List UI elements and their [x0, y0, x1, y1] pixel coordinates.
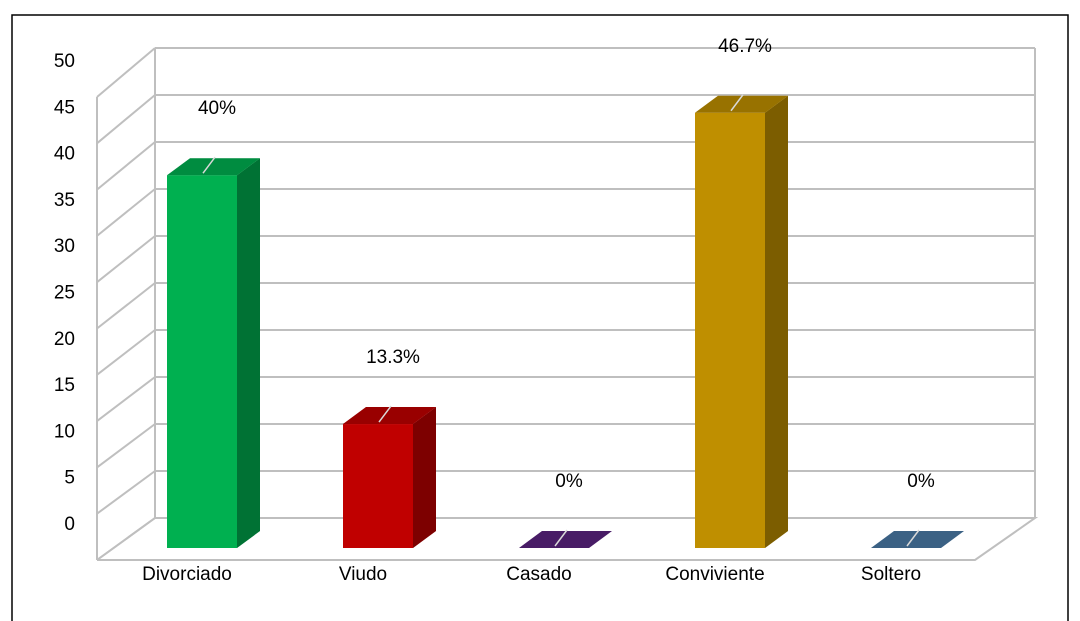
grid-line [96, 94, 156, 145]
grid-line [96, 517, 156, 561]
value-label: 0% [907, 471, 935, 492]
value-label: 0% [555, 471, 583, 492]
grid-line [96, 376, 156, 422]
x-tick-label: Casado [506, 564, 572, 585]
y-tick-label: 0 [64, 514, 75, 535]
y-tick-label: 5 [64, 468, 75, 489]
x-tick-label: Soltero [861, 564, 921, 585]
grid-line [96, 141, 156, 191]
bar-top-shade [343, 407, 436, 425]
bar-top [167, 158, 260, 176]
bar-top [343, 407, 436, 425]
bar-top-shade [871, 531, 964, 548]
y-tick-label: 10 [54, 421, 75, 442]
grid-line [96, 329, 156, 376]
y-tick-label: 45 [54, 97, 75, 118]
bar-side [413, 407, 436, 548]
leader-line [202, 156, 216, 174]
bar-top-shade [167, 158, 260, 176]
bar-side-shade [413, 407, 436, 548]
bar-top [519, 531, 612, 548]
y-tick-label: 15 [54, 375, 75, 396]
value-label: 46.7% [718, 36, 772, 57]
bar-side-shade [237, 158, 260, 548]
value-label: 40% [198, 98, 236, 119]
y-tick-label: 35 [54, 190, 75, 211]
bar-top [871, 531, 964, 548]
x-tick-label: Viudo [339, 564, 387, 585]
bar [167, 175, 237, 548]
bar [343, 424, 413, 548]
bar-side [765, 95, 788, 549]
bar-top-shade [519, 531, 612, 548]
y-tick-label: 25 [54, 283, 75, 304]
x-tick-label: Divorciado [142, 564, 232, 585]
grid-line [96, 282, 156, 330]
grid-line [96, 47, 156, 98]
bar-top [695, 95, 788, 113]
grid-line [96, 423, 156, 469]
bar-top-shade [695, 95, 788, 113]
y-tick-label: 40 [54, 144, 75, 165]
grid-line [96, 188, 156, 237]
bar-side-shade [765, 95, 788, 549]
y-tick-label: 20 [54, 329, 75, 350]
leader-line [906, 529, 920, 547]
leader-line [730, 94, 744, 112]
leader-line [378, 405, 392, 423]
y-tick-label: 30 [54, 236, 75, 257]
x-tick-label: Conviviente [665, 564, 764, 585]
leader-line [554, 529, 568, 547]
y-tick-label: 50 [54, 51, 75, 72]
bar-side [237, 158, 260, 548]
grid-line [96, 235, 156, 283]
value-label: 13.3% [366, 347, 420, 368]
grid-line [96, 470, 156, 515]
bar [695, 112, 765, 549]
